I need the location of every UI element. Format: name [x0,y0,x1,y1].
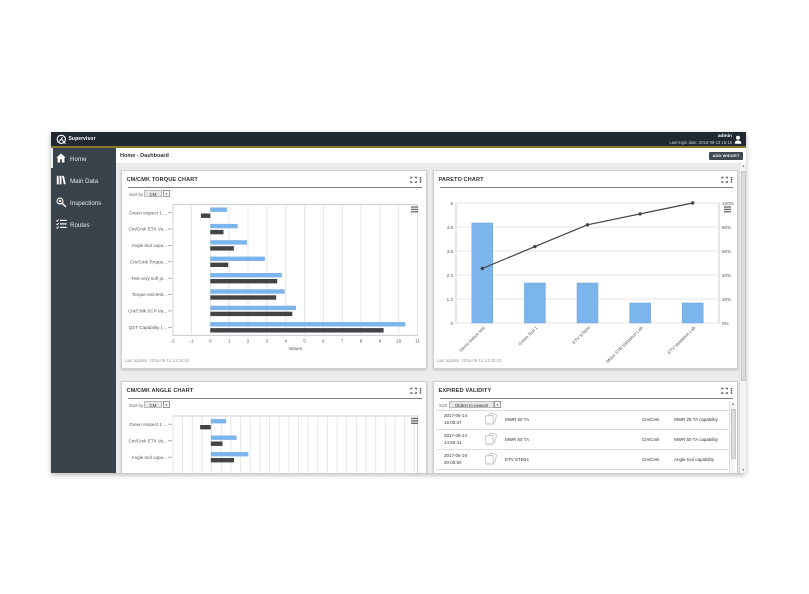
svg-text:Cm/CMk SCP Va...: Cm/CMk SCP Va... [128,309,167,314]
svg-text:Cm/Cmk Torque...: Cm/Cmk Torque... [130,259,167,264]
svg-text:3: 3 [266,338,269,343]
svg-text:2.4: 2.4 [447,273,454,278]
svg-text:6: 6 [450,201,453,206]
svg-text:8: 8 [360,338,363,343]
svg-text:1.2: 1.2 [447,297,454,302]
svg-text:Green Tool 1: Green Tool 1 [517,325,539,347]
svg-text:ETV Validation Lab: ETV Validation Lab [667,325,697,355]
svg-text:0: 0 [209,338,212,343]
svg-text:4.8: 4.8 [447,225,454,230]
svg-text:1: 1 [228,338,231,343]
svg-text:9: 9 [379,338,382,343]
svg-text:Demo station test: Demo station test [458,325,486,353]
svg-text:0%: 0% [722,321,729,326]
svg-text:Angle tool capa...: Angle tool capa... [132,243,168,248]
svg-text:40%: 40% [722,273,731,278]
svg-text:Cm/Cmk ETX Va...: Cm/Cmk ETX Va... [129,438,167,443]
svg-text:0: 0 [450,321,453,326]
svg-text:2: 2 [247,338,250,343]
svg-text:80%: 80% [722,225,731,230]
svg-text:Angle tool capa...: Angle tool capa... [132,455,168,460]
svg-text:Green Inspect 1 ...: Green Inspect 1 ... [129,210,167,215]
svg-text:Green Inspect 1 ...: Green Inspect 1 ... [129,422,167,427]
svg-text:60%: 60% [722,249,731,254]
svg-text:-2: -2 [171,338,176,343]
svg-text:6: 6 [322,338,325,343]
svg-text:11: 11 [415,338,420,343]
svg-text:Test very soft jo...: Test very soft jo... [131,276,167,281]
svg-text:Torque tool test...: Torque tool test... [132,292,167,297]
svg-text:Cm/Cmk ETX Va...: Cm/Cmk ETX Va... [129,227,167,232]
svg-text:4: 4 [284,338,287,343]
svg-text:QST Capability | ...: QST Capability | ... [129,325,167,330]
svg-text:20%: 20% [722,297,731,302]
svg-text:Values: Values [288,346,302,351]
svg-text:7: 7 [341,338,344,343]
svg-text:100%: 100% [722,201,734,206]
svg-text:3.6: 3.6 [447,249,454,254]
svg-text:10: 10 [396,338,402,343]
svg-text:ETV STB34: ETV STB34 [571,325,591,345]
svg-text:5: 5 [303,338,306,343]
svg-text:Motor STB Validation Lab: Motor STB Validation Lab [605,325,644,364]
svg-text:-1: -1 [189,338,194,343]
